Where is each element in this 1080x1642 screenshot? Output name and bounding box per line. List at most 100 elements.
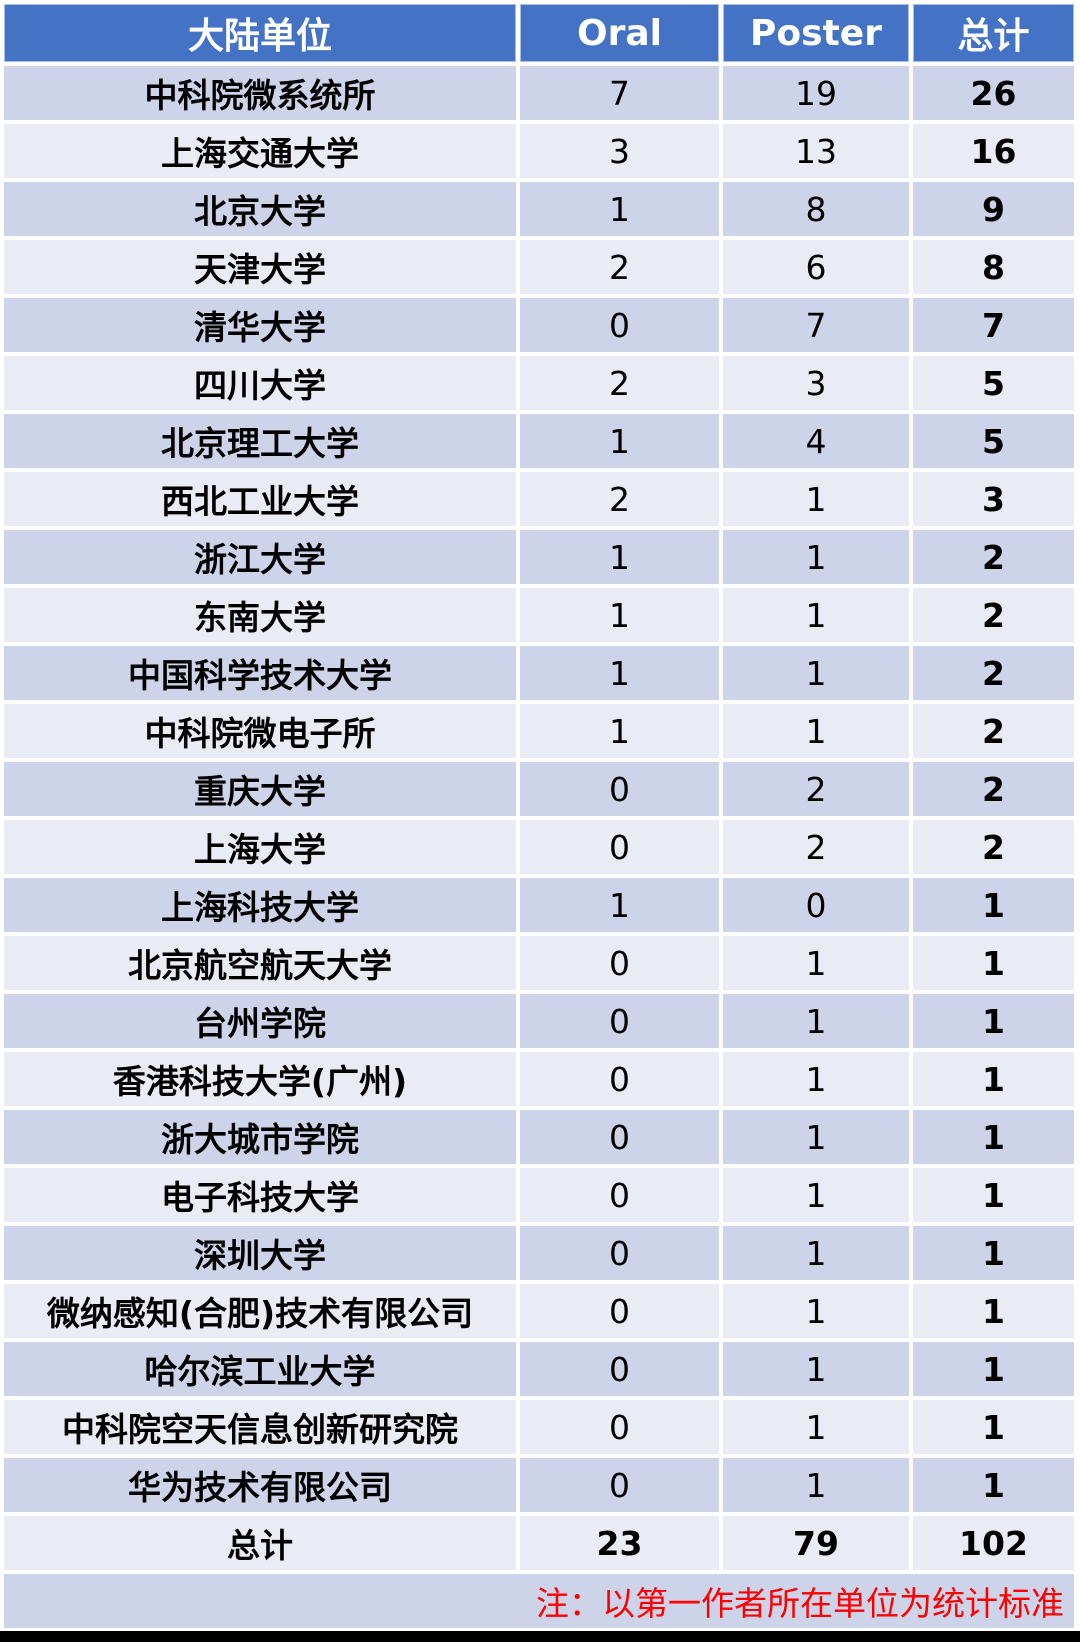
count-cell: 1: [723, 588, 909, 642]
count-cell: 1: [913, 1284, 1074, 1338]
institution-cell: 华为技术有限公司: [4, 1458, 516, 1512]
count-cell: 2: [913, 704, 1074, 758]
table-row: 中科院空天信息创新研究院 0 1 1: [4, 1400, 1074, 1454]
count-cell: 1: [913, 1168, 1074, 1222]
count-cell: 2: [520, 356, 719, 410]
count-cell: 2: [913, 646, 1074, 700]
institution-cell: 上海交通大学: [4, 124, 516, 178]
count-cell: 8: [723, 182, 909, 236]
count-cell: 1: [913, 1226, 1074, 1280]
institution-cell: 香港科技大学(广州): [4, 1052, 516, 1106]
institution-cell: 台州学院: [4, 994, 516, 1048]
count-cell: 2: [913, 762, 1074, 816]
count-cell: 1: [723, 1284, 909, 1338]
count-cell: 1: [520, 530, 719, 584]
count-cell: 0: [520, 994, 719, 1048]
institution-cell: 上海科技大学: [4, 878, 516, 932]
count-cell: 1: [723, 994, 909, 1048]
count-cell: 0: [520, 936, 719, 990]
count-cell: 1: [913, 1400, 1074, 1454]
count-cell: 0: [520, 1284, 719, 1338]
count-cell: 2: [520, 240, 719, 294]
count-cell: 1: [913, 1342, 1074, 1396]
count-cell: 1: [723, 704, 909, 758]
count-cell: 1: [913, 1052, 1074, 1106]
count-cell: 1: [520, 878, 719, 932]
table-row: 东南大学 1 1 2: [4, 588, 1074, 642]
count-cell: 1: [913, 878, 1074, 932]
count-cell: 5: [913, 356, 1074, 410]
count-cell: 1: [520, 414, 719, 468]
institution-cell: 深圳大学: [4, 1226, 516, 1280]
table-row: 香港科技大学(广州) 0 1 1: [4, 1052, 1074, 1106]
table-row: 华为技术有限公司 0 1 1: [4, 1458, 1074, 1512]
header-cell-institution: 大陆单位: [4, 4, 516, 62]
table-row: 重庆大学 0 2 2: [4, 762, 1074, 816]
count-cell: 1: [723, 646, 909, 700]
count-cell: 1: [723, 936, 909, 990]
table-row: 中国科学技术大学 1 1 2: [4, 646, 1074, 700]
count-cell: 0: [520, 1458, 719, 1512]
institution-cell: 微纳感知(合肥)技术有限公司: [4, 1284, 516, 1338]
table-row: 北京大学 1 8 9: [4, 182, 1074, 236]
table-row: 中科院微电子所 1 1 2: [4, 704, 1074, 758]
institution-cell: 重庆大学: [4, 762, 516, 816]
institution-cell: 浙大城市学院: [4, 1110, 516, 1164]
total-oral-cell: 23: [520, 1516, 719, 1570]
count-cell: 2: [913, 588, 1074, 642]
table-row: 浙江大学 1 1 2: [4, 530, 1074, 584]
institution-cell: 清华大学: [4, 298, 516, 352]
count-cell: 7: [913, 298, 1074, 352]
count-cell: 1: [913, 994, 1074, 1048]
institution-cell: 四川大学: [4, 356, 516, 410]
institution-cell: 北京大学: [4, 182, 516, 236]
table-row: 浙大城市学院 0 1 1: [4, 1110, 1074, 1164]
count-cell: 0: [520, 1168, 719, 1222]
table-row: 上海交通大学 3 13 16: [4, 124, 1074, 178]
institution-cell: 中科院空天信息创新研究院: [4, 1400, 516, 1454]
count-cell: 1: [913, 1458, 1074, 1512]
count-cell: 7: [520, 66, 719, 120]
count-cell: 2: [723, 762, 909, 816]
table-row: 上海科技大学 1 0 1: [4, 878, 1074, 932]
count-cell: 0: [520, 820, 719, 874]
count-cell: 4: [723, 414, 909, 468]
count-cell: 1: [913, 936, 1074, 990]
table-row: 台州学院 0 1 1: [4, 994, 1074, 1048]
count-cell: 1: [520, 588, 719, 642]
count-cell: 2: [913, 530, 1074, 584]
institution-cell: 浙江大学: [4, 530, 516, 584]
institution-cell: 天津大学: [4, 240, 516, 294]
institution-cell: 电子科技大学: [4, 1168, 516, 1222]
header-cell-oral: Oral: [520, 4, 719, 62]
count-cell: 1: [723, 1168, 909, 1222]
count-cell: 1: [723, 1226, 909, 1280]
table-row: 上海大学 0 2 2: [4, 820, 1074, 874]
count-cell: 0: [520, 298, 719, 352]
table-body: 中科院微系统所 7 19 26 上海交通大学 3 13 16 北京大学 1 8 9 天津大学 2 6 8 清华大…: [4, 66, 1074, 1628]
table-header: 大陆单位 Oral Poster 总计: [4, 4, 1074, 62]
count-cell: 1: [723, 1458, 909, 1512]
count-cell: 0: [520, 1400, 719, 1454]
table-row: 哈尔滨工业大学 0 1 1: [4, 1342, 1074, 1396]
table-row: 深圳大学 0 1 1: [4, 1226, 1074, 1280]
count-cell: 1: [520, 646, 719, 700]
header-cell-poster: Poster: [723, 4, 909, 62]
table-row: 电子科技大学 0 1 1: [4, 1168, 1074, 1222]
institution-cell: 北京航空航天大学: [4, 936, 516, 990]
note-row: 注：以第一作者所在单位为统计标准: [4, 1574, 1074, 1628]
institution-cell: 北京理工大学: [4, 414, 516, 468]
bottom-black-bar: [0, 1631, 1080, 1642]
count-cell: 0: [520, 1226, 719, 1280]
count-cell: 26: [913, 66, 1074, 120]
count-cell: 1: [723, 1052, 909, 1106]
table-row: 天津大学 2 6 8: [4, 240, 1074, 294]
count-cell: 8: [913, 240, 1074, 294]
count-cell: 2: [520, 472, 719, 526]
table-row: 四川大学 2 3 5: [4, 356, 1074, 410]
count-cell: 19: [723, 66, 909, 120]
count-cell: 5: [913, 414, 1074, 468]
note-text: 注：以第一作者所在单位为统计标准: [4, 1574, 1074, 1628]
count-cell: 6: [723, 240, 909, 294]
